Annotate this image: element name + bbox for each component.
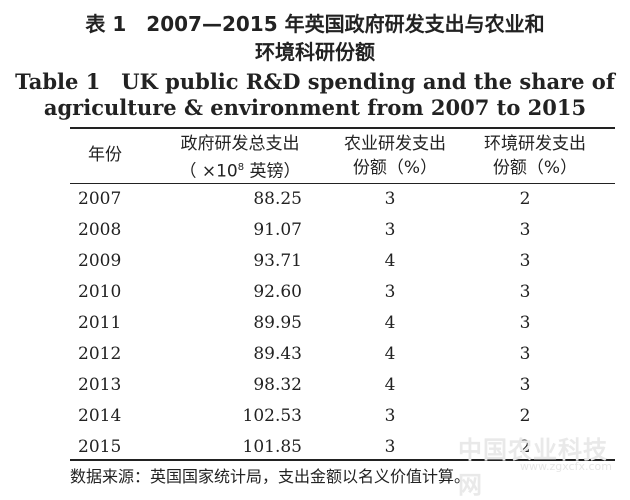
header-gov-spending: 政府研发总支出 （ ×108 英镑） (160, 132, 320, 184)
cell-environment-share: 3 (519, 375, 531, 395)
table-row: 2009 93.71 4 3 (0, 247, 630, 278)
table-row: 2011 89.95 4 3 (0, 309, 630, 340)
cell-agriculture-share: 3 (384, 437, 396, 457)
cell-year: 2012 (78, 344, 122, 364)
cell-gov-spending: 101.85 (242, 437, 302, 457)
cell-year: 2013 (78, 375, 122, 395)
cell-gov-spending: 89.95 (253, 313, 302, 333)
cell-agriculture-share: 4 (384, 344, 396, 364)
header-agriculture-share: 农业研发支出 份额（%） (330, 132, 460, 180)
table-top-rule (70, 127, 615, 129)
header-env-line2: 份额（%） (492, 158, 578, 178)
data-source-note: 数据来源：英国国家统计局，支出金额以名义价值计算。 (70, 467, 471, 486)
table-bottom-rule (70, 459, 615, 461)
cell-environment-share: 3 (519, 220, 531, 240)
table-row: 2012 89.43 4 3 (0, 340, 630, 371)
cell-gov-spending: 98.32 (253, 375, 302, 395)
table-title-en-line1: Table 1 UK public R&D spending and the s… (15, 69, 615, 94)
table-title-cn-line1: 表 1 2007—2015 年英国政府研发支出与农业和 (85, 12, 545, 36)
cell-agriculture-share: 3 (384, 220, 396, 240)
cell-gov-spending: 88.25 (253, 189, 302, 209)
watermark-url: www.zgxcfx.com (520, 460, 612, 473)
table-title-cn-line2: 环境科研份额 (255, 40, 375, 64)
cell-gov-spending: 92.60 (253, 282, 302, 302)
watermark-logo: 中国农业科技网 (458, 436, 608, 499)
cell-gov-spending: 93.71 (253, 251, 302, 271)
table-row: 2010 92.60 3 3 (0, 278, 630, 309)
cell-year: 2007 (78, 189, 122, 209)
header-agr-line1: 农业研发支出 (344, 134, 446, 154)
cell-environment-share: 3 (519, 282, 531, 302)
table-header-rule (70, 183, 615, 184)
header-year: 年份 (88, 145, 122, 165)
table-title-en-line2: agriculture & environment from 2007 to 2… (43, 95, 587, 120)
cell-environment-share: 2 (519, 406, 531, 426)
cell-environment-share: 2 (519, 437, 531, 457)
cell-environment-share: 3 (519, 344, 531, 364)
cell-agriculture-share: 3 (384, 282, 396, 302)
header-environment-share: 环境研发支出 份额（%） (465, 132, 605, 180)
cell-gov-spending: 89.43 (253, 344, 302, 364)
cell-agriculture-share: 4 (384, 313, 396, 333)
table-row: 2015 101.85 3 2 (0, 433, 630, 464)
cell-gov-spending: 102.53 (242, 406, 302, 426)
cell-year: 2014 (78, 406, 122, 426)
table-row: 2014 102.53 3 2 (0, 402, 630, 433)
table-row: 2007 88.25 3 2 (0, 185, 630, 216)
cell-environment-share: 3 (519, 251, 531, 271)
table-row: 2008 91.07 3 3 (0, 216, 630, 247)
cell-gov-spending: 91.07 (253, 220, 302, 240)
cell-year: 2010 (78, 282, 122, 302)
cell-year: 2015 (78, 437, 122, 457)
cell-year: 2009 (78, 251, 122, 271)
cell-agriculture-share: 3 (384, 406, 396, 426)
cell-environment-share: 2 (519, 189, 531, 209)
header-gov-line2: （ ×108 英镑） (179, 161, 301, 182)
table-row: 2013 98.32 4 3 (0, 371, 630, 402)
cell-environment-share: 3 (519, 313, 531, 333)
header-env-line1: 环境研发支出 (484, 134, 586, 154)
header-agr-line2: 份额（%） (352, 158, 438, 178)
cell-agriculture-share: 3 (384, 189, 396, 209)
cell-agriculture-share: 4 (384, 251, 396, 271)
cell-year: 2011 (78, 313, 122, 333)
header-gov-line1: 政府研发总支出 (180, 134, 300, 154)
cell-year: 2008 (78, 220, 122, 240)
cell-agriculture-share: 4 (384, 375, 396, 395)
